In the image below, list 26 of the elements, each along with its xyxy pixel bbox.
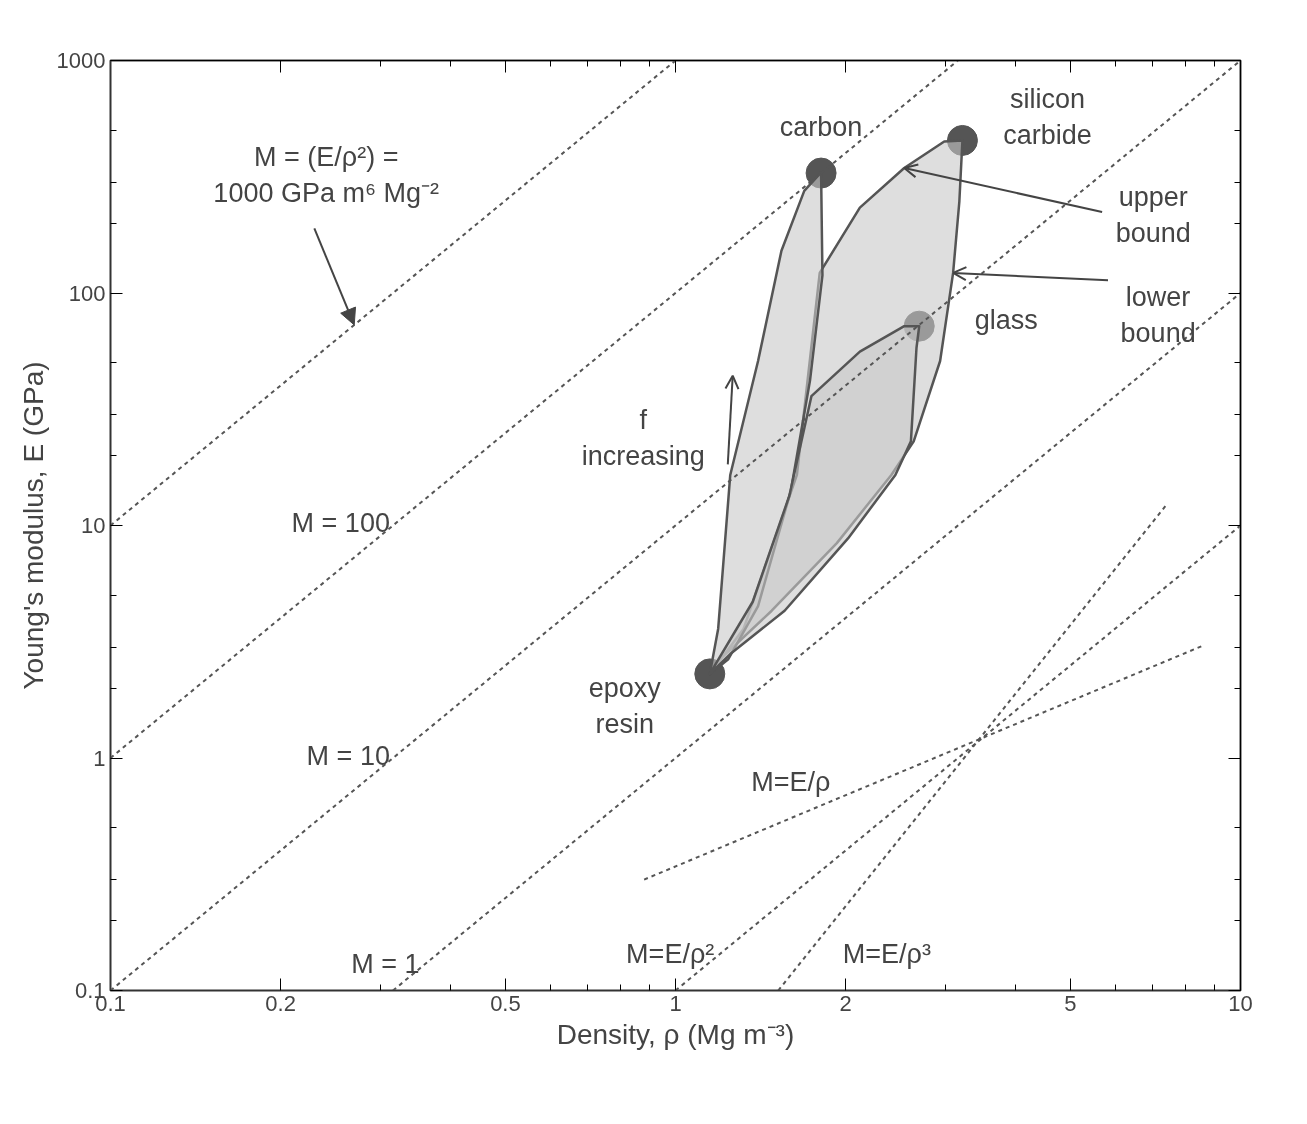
annotation: M = 100: [291, 508, 390, 539]
annotation: M = 10: [306, 740, 390, 771]
annotation: carbon: [779, 112, 863, 143]
x-tick-label: 10: [1228, 990, 1253, 1016]
annotation: M=E/ρ: [751, 767, 831, 798]
annotation: silicon carbide: [1003, 84, 1092, 151]
x-tick-label: 0.2: [265, 990, 296, 1016]
annotation: M=E/ρ³: [842, 939, 931, 970]
x-tick-label: 0.5: [490, 990, 521, 1016]
annotation: M=E/ρ²: [626, 938, 715, 969]
annotation: epoxy resin: [588, 672, 662, 739]
annotation: f increasing: [581, 404, 705, 471]
annotation: M = (E/ρ²) = 1000 GPa m⁶ Mg⁻²: [213, 141, 440, 208]
x-axis-title: Density, ρ (Mg m⁻³): [556, 1018, 795, 1050]
annotation: lower bound: [1120, 281, 1196, 348]
annotation: glass: [974, 305, 1038, 336]
y-tick-label: 1000: [56, 48, 106, 73]
y-tick-label: 10: [81, 513, 106, 538]
x-tick-label: 5: [1064, 990, 1077, 1016]
annotation: M = 1: [351, 948, 420, 979]
y-tick-label: 1: [93, 745, 106, 771]
x-tick-label: 1: [669, 990, 682, 1016]
y-axis-title: Young's modulus, E (GPa): [17, 361, 49, 690]
x-tick-label: 2: [839, 990, 852, 1016]
y-tick-label: 100: [68, 280, 106, 306]
annotation: upper bound: [1115, 181, 1191, 248]
